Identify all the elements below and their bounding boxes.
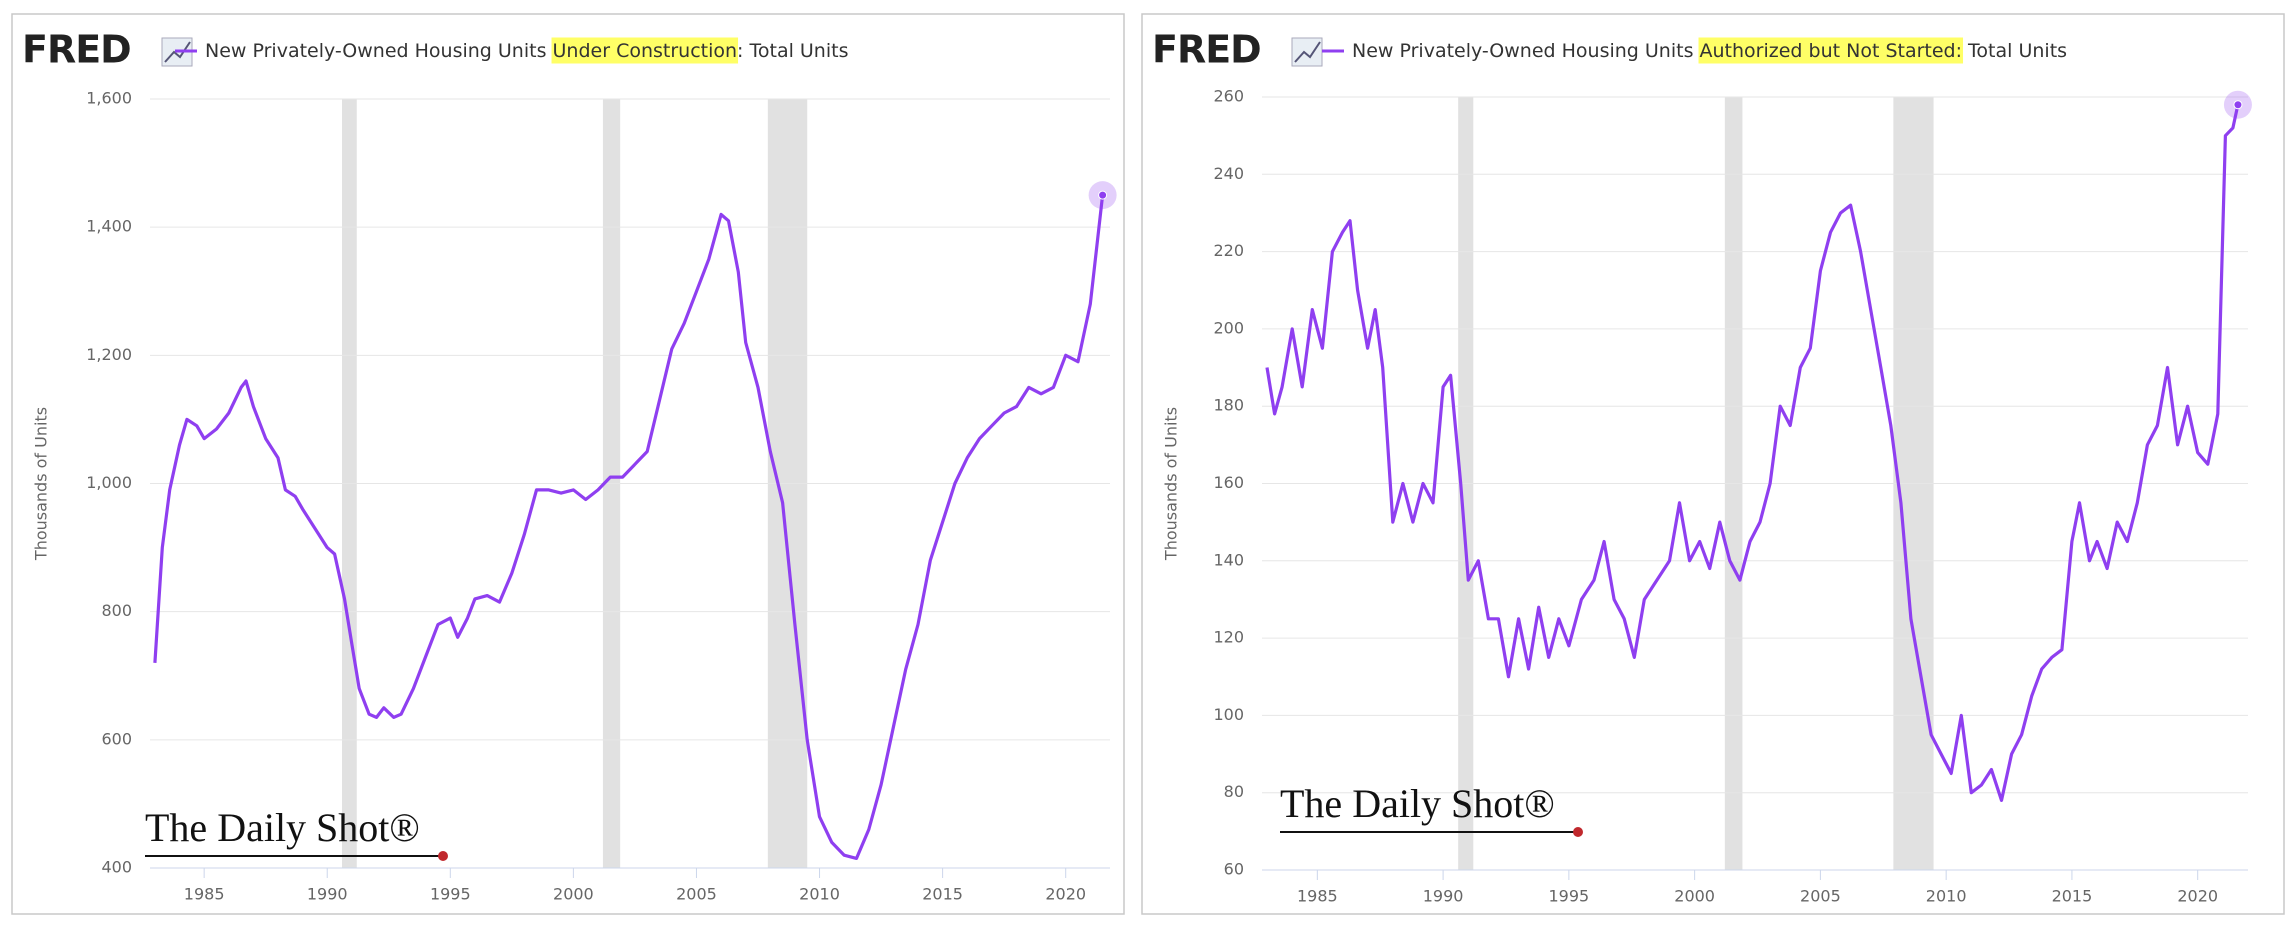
series-line [1265,104,2240,802]
y-tick-label: 1,000 [86,473,132,492]
y-tick-label: 1,200 [86,345,132,364]
y-tick-label: 260 [1213,87,1244,106]
y-tick-label: 1,400 [86,217,132,236]
y-tick-label: 400 [101,858,132,877]
panel-border [11,13,1125,915]
chart-panel: FRED New Privately-Owned Housing Units Un… [11,13,1125,915]
fred-logo: FRED [1152,28,1261,72]
y-axis-label: Thousands of Units [1162,407,1181,561]
x-tick-label: 2005 [1800,887,1841,906]
x-tick-label: 1990 [1423,887,1464,906]
last-point [1098,190,1108,200]
chart-title: New Privately-Owned Housing Units Author… [1352,40,2067,62]
y-tick-label: 240 [1213,164,1244,183]
x-tick-label: 2005 [676,885,717,904]
y-tick-label: 220 [1213,241,1244,260]
y-tick-label: 60 [1224,860,1244,879]
series-line [153,194,1105,860]
y-tick-label: 200 [1213,318,1244,337]
x-tick-label: 1995 [430,885,471,904]
x-tick-label: 1995 [1549,887,1590,906]
x-tick-label: 2020 [2177,887,2218,906]
watermark-dot [1573,827,1583,837]
x-tick-label: 2015 [922,885,963,904]
x-tick-label: 1990 [307,885,348,904]
last-point [2233,100,2243,110]
title-part: New Privately-Owned Housing Units [205,40,553,62]
title-part: New Privately-Owned Housing Units [1352,40,1700,62]
y-tick-label: 180 [1213,396,1244,415]
x-tick-label: 1985 [184,885,225,904]
watermark: The Daily Shot® [145,805,420,850]
fred-logo: FRED [22,28,131,72]
y-tick-label: 80 [1224,782,1244,801]
title-highlight [551,37,739,64]
y-tick-label: 800 [101,601,132,620]
y-tick-label: 120 [1213,628,1244,647]
fred-icon [1291,37,1323,67]
title-part: : Total Units [737,40,848,62]
icon-line [1294,41,1321,63]
x-tick-label: 2015 [2052,887,2093,906]
x-tick-label: 2020 [1045,885,1086,904]
y-tick-label: 1,600 [86,89,132,108]
watermark-dot [438,851,448,861]
y-tick-label: 160 [1213,473,1244,492]
y-tick-label: 100 [1213,705,1244,724]
x-tick-label: 2010 [1926,887,1967,906]
watermark: The Daily Shot® [1280,781,1555,826]
chart-title: New Privately-Owned Housing Units Under … [205,40,848,62]
title-part: Authorized but Not Started: [1700,40,1963,62]
panel-border [1141,13,2285,915]
chart-panel: FRED New Privately-Owned Housing Units Au… [1141,13,2285,915]
y-tick-label: 600 [101,729,132,748]
y-tick-label: 140 [1213,550,1244,569]
x-tick-label: 2000 [1674,887,1715,906]
x-tick-label: 1985 [1297,887,1338,906]
title-part: Total Units [1962,40,2067,62]
x-tick-label: 2000 [553,885,594,904]
x-tick-label: 2010 [799,885,840,904]
y-axis-label: Thousands of Units [32,407,51,561]
title-highlight [1698,37,1964,64]
title-part: Under Construction [553,40,738,62]
